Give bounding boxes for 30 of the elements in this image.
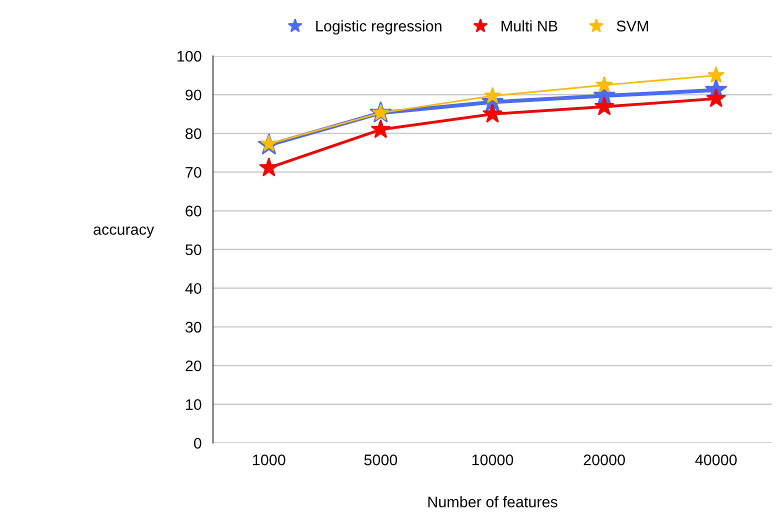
x-axis-title: Number of features <box>428 496 558 508</box>
point <box>707 66 725 83</box>
y-tick-label: 10 <box>186 399 202 410</box>
y-tick-label: 70 <box>186 166 202 178</box>
y-tick-label: 40 <box>185 283 202 294</box>
x-tick-label: 5000 <box>364 454 398 466</box>
point <box>370 119 391 138</box>
x-tick-label: 40000 <box>695 454 737 466</box>
point <box>482 104 502 123</box>
y-tick-label: 20 <box>186 360 202 372</box>
x-tick-label: 10000 <box>472 454 514 466</box>
y-tick-label: 90 <box>186 90 202 100</box>
legend-label: Multi NB <box>502 20 558 32</box>
legend-label: Logistic regression <box>316 20 442 35</box>
point <box>596 76 613 92</box>
legend-label: SVM <box>616 20 648 32</box>
point <box>260 134 278 152</box>
y-tick-label: 60 <box>186 206 202 216</box>
y-axis-title: accuracy <box>94 226 154 238</box>
y-tick-label: 100 <box>178 50 202 62</box>
point <box>706 88 726 108</box>
point <box>258 157 279 176</box>
x-tick-label: 1000 <box>253 454 286 466</box>
y-tick-label: 80 <box>186 128 202 140</box>
point <box>484 86 502 104</box>
y-tick-label: 0 <box>194 438 202 449</box>
point <box>594 96 614 116</box>
y-tick-label: 30 <box>185 322 202 333</box>
y-tick-label: 50 <box>186 244 202 256</box>
x-tick-label: 20000 <box>584 454 625 466</box>
